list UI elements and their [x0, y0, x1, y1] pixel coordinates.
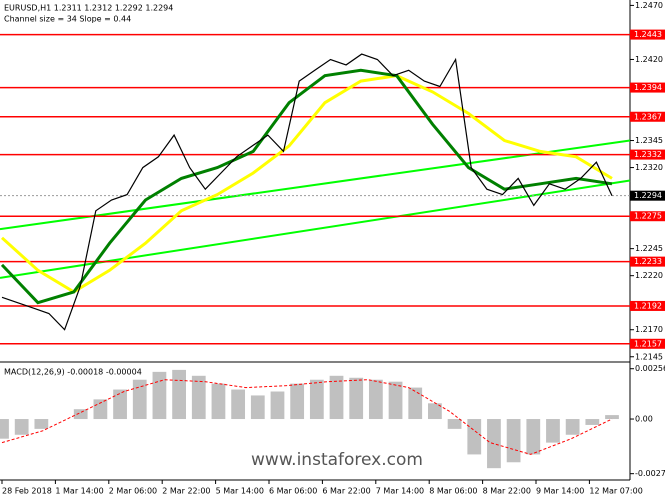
x-tick-label: 1 Mar 14:00	[55, 487, 103, 496]
macd-bar	[211, 383, 226, 420]
macd-bar	[329, 375, 344, 420]
macd-bar	[428, 403, 442, 420]
price-line	[0, 68, 613, 305]
macd-bar	[467, 419, 482, 455]
current-price-label: 1.2294	[634, 191, 662, 200]
y-tick-label: 1.2470	[635, 1, 663, 10]
macd-bar	[0, 419, 9, 439]
level-label: 1.2367	[634, 112, 662, 121]
level-box	[630, 29, 665, 40]
level-label: 1.2233	[634, 257, 662, 266]
macd-bar	[349, 377, 364, 420]
level-label: 1.2332	[634, 150, 662, 159]
y-tick-label: 1.2220	[635, 271, 663, 280]
macd-bar	[172, 369, 186, 420]
level-box	[630, 149, 665, 160]
x-tick-label: 28 Feb 2018	[2, 487, 52, 496]
watermark-bg	[245, 448, 430, 472]
macd-bar	[191, 375, 206, 420]
macd-bar	[388, 381, 403, 420]
level-label: 1.2157	[634, 339, 662, 348]
level-box	[630, 211, 665, 222]
x-tick-label: 8 Mar 06:00	[429, 487, 477, 496]
level-box	[630, 111, 665, 122]
macd-bar	[250, 395, 265, 420]
macd-bar	[113, 389, 127, 420]
y-tick-label: 1.2420	[635, 55, 663, 64]
x-tick-label: 5 Mar 14:00	[216, 487, 264, 496]
macd-bar	[231, 389, 246, 420]
y-tick-label: 1.2245	[635, 244, 663, 253]
level-box	[630, 82, 665, 93]
macd-bar	[152, 371, 167, 420]
macd-bar	[408, 387, 423, 420]
level-box	[630, 338, 665, 349]
macd-bar	[565, 419, 580, 435]
x-tick-label: 7 Mar 14:00	[376, 487, 424, 496]
x-tick-label: 6 Mar 06:00	[269, 487, 317, 496]
macd-bar	[506, 419, 521, 463]
macd-bar	[34, 419, 49, 429]
level-label: 1.2443	[634, 30, 662, 39]
macd-bar	[605, 415, 619, 420]
macd-bar	[132, 379, 147, 420]
y-tick-label: 1.2145	[635, 352, 663, 361]
macd-tick-label: 0.00	[635, 415, 653, 424]
macd-bar	[447, 419, 462, 429]
x-tick-label: 2 Mar 06:00	[109, 487, 157, 496]
level-label: 1.2394	[634, 83, 662, 92]
macd-bar	[73, 409, 88, 420]
chart-subtitle: Channel size = 34 Slope = 0.44	[4, 15, 131, 24]
y-tick-label: 1.2170	[635, 325, 663, 334]
x-tick-label: 8 Mar 22:00	[483, 487, 531, 496]
macd-signal	[1, 379, 613, 455]
level-box	[630, 300, 665, 311]
x-tick-label: 2 Mar 22:00	[162, 487, 210, 496]
macd-bar	[526, 419, 541, 455]
macd-bar	[14, 419, 29, 435]
watermark: www.instaforex.com	[251, 450, 423, 470]
price-line	[1, 53, 613, 331]
y-tick-label: 1.2320	[635, 163, 663, 172]
macd-bar	[93, 399, 108, 420]
macd-tick-label: 0.00256	[635, 364, 665, 373]
macd-tick-label: -0.00278	[635, 469, 665, 478]
macd-bar	[309, 379, 324, 420]
macd-bar	[270, 391, 285, 420]
price-line	[0, 74, 613, 294]
level-label: 1.2192	[634, 301, 662, 310]
x-tick-label: 6 Mar 22:00	[322, 487, 370, 496]
macd-bar	[368, 379, 383, 420]
macd-bar	[290, 383, 305, 420]
chart-title: EURUSD,H1 1.2311 1.2312 1.2292 1.2294	[4, 4, 173, 13]
current-price-box	[630, 190, 665, 201]
macd-bar	[546, 419, 560, 443]
macd-title: MACD(12,26,9) -0.00018 -0.00004	[4, 368, 142, 377]
x-tick-label: 12 Mar 07:00	[589, 487, 642, 496]
level-label: 1.2275	[634, 212, 662, 221]
x-tick-label: 9 Mar 14:00	[536, 487, 584, 496]
macd-bar	[585, 419, 600, 425]
level-box	[630, 256, 665, 267]
y-tick-label: 1.2345	[635, 136, 663, 145]
